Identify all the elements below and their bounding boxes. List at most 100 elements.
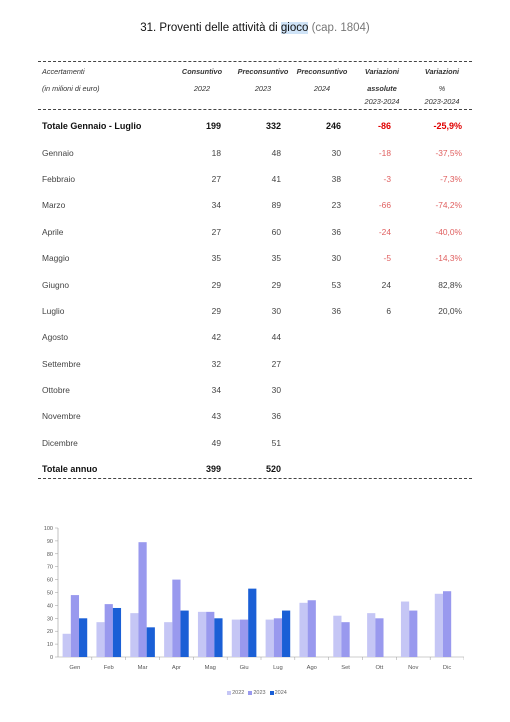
cell-2022: 27 xyxy=(211,173,221,184)
table-row: Luglio 29 30 36 6 20,0% xyxy=(38,298,472,324)
bar-2022-mag xyxy=(197,611,207,657)
table-row: Aprile 27 60 36 -24 -40,0% xyxy=(38,219,472,245)
table-row: Giugno 29 29 53 24 82,8% xyxy=(38,271,472,297)
bar-2023-giu xyxy=(239,619,249,657)
cell-var-abs: -86 xyxy=(377,121,391,132)
table-row: Maggio 35 35 30 -5 -14,3% xyxy=(38,245,472,271)
cell-2024 xyxy=(281,351,341,377)
header-rule xyxy=(38,109,472,110)
bar-2023-set xyxy=(341,622,350,657)
cell-var-pct xyxy=(401,351,472,377)
cell-var-abs: -3 xyxy=(383,173,391,184)
title-highlight: gioco xyxy=(280,22,309,34)
y-tick-label: 30 xyxy=(47,616,53,622)
cell-2024: 246 xyxy=(325,121,341,132)
bar-2024-feb xyxy=(112,607,122,657)
cell-2024: 30 xyxy=(331,147,341,158)
cell-var-pct xyxy=(401,324,472,350)
cell-var-abs xyxy=(341,324,401,350)
row-label: Marzo xyxy=(42,200,66,211)
header-col0-line1: Accertamenti xyxy=(42,67,85,76)
header-col2-line2: 2023 xyxy=(254,84,272,93)
total-row: Totale annuo 399 520 xyxy=(38,456,472,482)
bar-2023-ago xyxy=(307,600,316,657)
cell-var-pct xyxy=(401,377,472,403)
bar-2022-dic xyxy=(434,593,443,657)
bar-2023-mar xyxy=(138,542,147,657)
cell-var-pct: -14,3% xyxy=(435,253,462,264)
cell-2024 xyxy=(281,324,341,350)
bar-2024-apr xyxy=(180,610,189,657)
bar-2024-gen xyxy=(79,618,88,657)
table-row: Gennaio 18 48 30 -18 -37,5% xyxy=(38,139,472,165)
x-tick-label: Ago xyxy=(307,665,317,671)
x-tick-label: Set xyxy=(341,665,350,671)
cell-var-abs: -24 xyxy=(378,226,391,237)
cell-2023: 89 xyxy=(271,200,281,211)
row-label: Luglio xyxy=(42,305,65,316)
cell-2024: 53 xyxy=(331,279,341,290)
y-tick-label: 0 xyxy=(50,655,53,661)
cell-2023: 29 xyxy=(271,279,281,290)
cell-var-pct: -7,3% xyxy=(440,173,462,184)
cell-2024: 23 xyxy=(331,200,341,211)
bar-2023-ott xyxy=(375,618,384,657)
row-label: Dicembre xyxy=(42,437,78,448)
cell-2024 xyxy=(281,403,341,429)
header-col3-line1: Preconsuntivo xyxy=(296,67,348,76)
total-row: Totale Gennaio - Luglio 199 332 246 -86 -25,9… xyxy=(38,113,472,139)
bar-2024-mag xyxy=(214,618,223,657)
header-variazioni-pct: Variazioni % 2023-2024 xyxy=(412,67,472,106)
header-col1-line1: Consuntivo xyxy=(181,67,223,76)
data-table: Totale Gennaio - Luglio 199 332 246 -86 -25,9… xyxy=(38,113,472,482)
cell-2022: 35 xyxy=(211,253,221,264)
page-title: 31. Proventi delle attività di gioco (ca… xyxy=(0,22,510,34)
cell-2023: 36 xyxy=(271,411,281,422)
x-tick-label: Mar xyxy=(138,665,148,671)
cell-2024: 36 xyxy=(331,226,341,237)
row-label: Gennaio xyxy=(42,147,74,158)
cell-2022: 49 xyxy=(211,437,221,448)
x-tick-label: Giu xyxy=(240,665,249,671)
cell-var-abs: -66 xyxy=(378,200,391,211)
legend-label-2023: 2023 xyxy=(253,690,266,696)
cell-2022: 399 xyxy=(205,464,221,475)
bar-2022-ott xyxy=(367,613,376,657)
y-tick-label: 10 xyxy=(47,642,53,648)
bar-2022-set xyxy=(333,615,342,657)
bar-2024-mar xyxy=(146,627,155,657)
cell-2023: 30 xyxy=(271,305,281,316)
cell-2022: 42 xyxy=(211,332,221,343)
row-label: Ottobre xyxy=(42,385,70,396)
title-prefix: 31. Proventi delle attività di xyxy=(140,22,281,34)
bottom-rule xyxy=(38,478,472,479)
bar-2024-giu xyxy=(248,588,257,657)
x-tick-label: Dic xyxy=(443,665,451,671)
y-tick-label: 100 xyxy=(44,526,53,532)
cell-var-pct xyxy=(401,403,472,429)
cell-2023: 30 xyxy=(271,385,281,396)
legend-label-2024: 2024 xyxy=(274,690,287,696)
header-col4-line1: Variazioni xyxy=(364,67,400,76)
bar-2022-mar xyxy=(130,613,139,657)
header-consuntivo: Consuntivo 2022 xyxy=(172,67,232,93)
cell-2024: 36 xyxy=(331,305,341,316)
bar-2022-lug xyxy=(265,619,274,657)
bar-2022-giu xyxy=(231,619,240,657)
y-tick-label: 80 xyxy=(47,552,53,558)
bar-2022-ago xyxy=(299,602,308,657)
bar-2022-gen xyxy=(62,633,71,657)
header-col4-line3: 2023-2024 xyxy=(364,97,400,106)
bar-2023-feb xyxy=(104,604,113,657)
bar-2023-mag xyxy=(206,611,215,657)
cell-var-abs xyxy=(341,403,401,429)
cell-2023: 51 xyxy=(271,437,281,448)
table-row: Dicembre 49 51 xyxy=(38,430,472,456)
cell-2022: 29 xyxy=(211,279,221,290)
row-label: Totale annuo xyxy=(42,464,98,475)
monthly-bar-chart: 0 10 20 30 40 50 60 70 80 90 100 Gen Feb Mar Apr Mag Giu… xyxy=(44,526,464,671)
header-col4-line2: assolute xyxy=(367,84,397,93)
row-label: Febbraio xyxy=(42,173,76,184)
cell-var-abs: 24 xyxy=(381,279,391,290)
